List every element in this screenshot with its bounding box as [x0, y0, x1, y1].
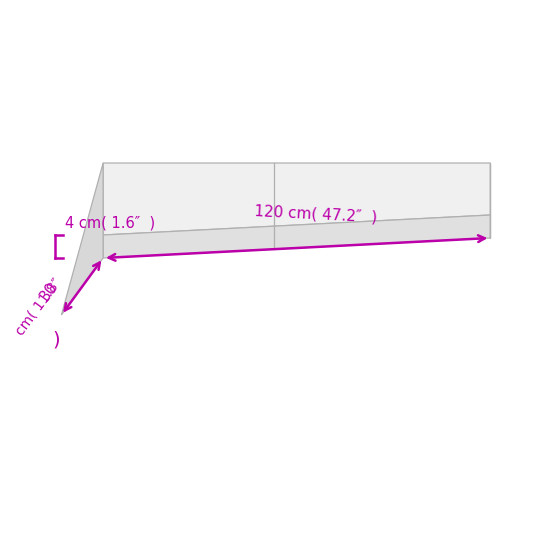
- Polygon shape: [62, 163, 103, 315]
- Text: 4 cm( 1.6″  ): 4 cm( 1.6″ ): [65, 216, 156, 231]
- Text: 120 cm( 47.2″  ): 120 cm( 47.2″ ): [254, 204, 378, 225]
- Text: 30: 30: [37, 279, 60, 303]
- Text: cm( 11.8″: cm( 11.8″: [14, 275, 64, 338]
- Polygon shape: [103, 215, 490, 258]
- Text: ): ): [52, 330, 60, 349]
- Polygon shape: [103, 163, 490, 235]
